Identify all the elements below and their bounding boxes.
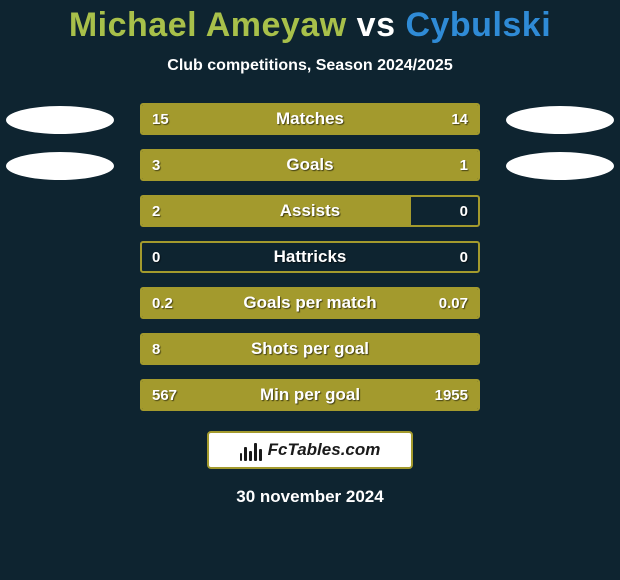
stat-bar-left-fill — [142, 151, 394, 179]
stat-row: Goals per match0.20.07 — [0, 287, 620, 321]
stat-bar: Hattricks0 0 — [140, 241, 480, 273]
player1-name: Michael Ameyaw — [69, 6, 347, 44]
date-label: 30 november 2024 — [0, 487, 620, 507]
player2-badge-icon — [506, 106, 614, 134]
stat-bar-right-fill — [216, 381, 478, 409]
stat-label: Hattricks — [142, 243, 478, 271]
stat-value-left: 0 — [152, 243, 160, 271]
player1-badge-icon — [6, 106, 114, 134]
page-title: Michael Ameyaw vs Cybulski — [0, 6, 620, 45]
branding-text: FcTables.com — [268, 440, 381, 460]
player1-badge-icon — [6, 152, 114, 180]
stat-row: Shots per goal8 — [0, 333, 620, 367]
stat-bar: Goals31 — [140, 149, 480, 181]
stat-row: Hattricks0 0 — [0, 241, 620, 275]
stat-bar-left-fill — [142, 105, 317, 133]
stat-bar-right-fill — [394, 151, 478, 179]
stat-bar-right-fill — [391, 289, 478, 317]
stat-value-right: 0 — [460, 243, 468, 271]
stat-bar-left-fill — [142, 197, 411, 225]
stat-row: Goals31 — [0, 149, 620, 183]
stat-bar: Assists20 — [140, 195, 480, 227]
stat-bar-left-fill — [142, 335, 478, 363]
stat-bar: Min per goal5671955 — [140, 379, 480, 411]
content: Michael Ameyaw vs Cybulski Club competit… — [0, 0, 620, 580]
stat-bar-left-fill — [142, 381, 216, 409]
stat-bar: Goals per match0.20.07 — [140, 287, 480, 319]
stat-row: Matches1514 — [0, 103, 620, 137]
player2-name: Cybulski — [405, 6, 551, 44]
stats-container: Matches1514Goals31Assists20Hattricks00Go… — [0, 103, 620, 413]
branding-logo-icon — [240, 439, 262, 461]
stat-bar-right-fill — [317, 105, 478, 133]
stat-row: Min per goal5671955 — [0, 379, 620, 413]
branding-badge: FcTables.com — [207, 431, 413, 469]
stat-bar: Shots per goal8 — [140, 333, 480, 365]
stat-row: Assists20 — [0, 195, 620, 229]
stat-bar-left-fill — [142, 289, 391, 317]
vs-label: vs — [357, 6, 396, 44]
player2-badge-icon — [506, 152, 614, 180]
stat-bar: Matches1514 — [140, 103, 480, 135]
stat-value-right: 0 — [460, 197, 468, 225]
subtitle: Club competitions, Season 2024/2025 — [0, 57, 620, 75]
